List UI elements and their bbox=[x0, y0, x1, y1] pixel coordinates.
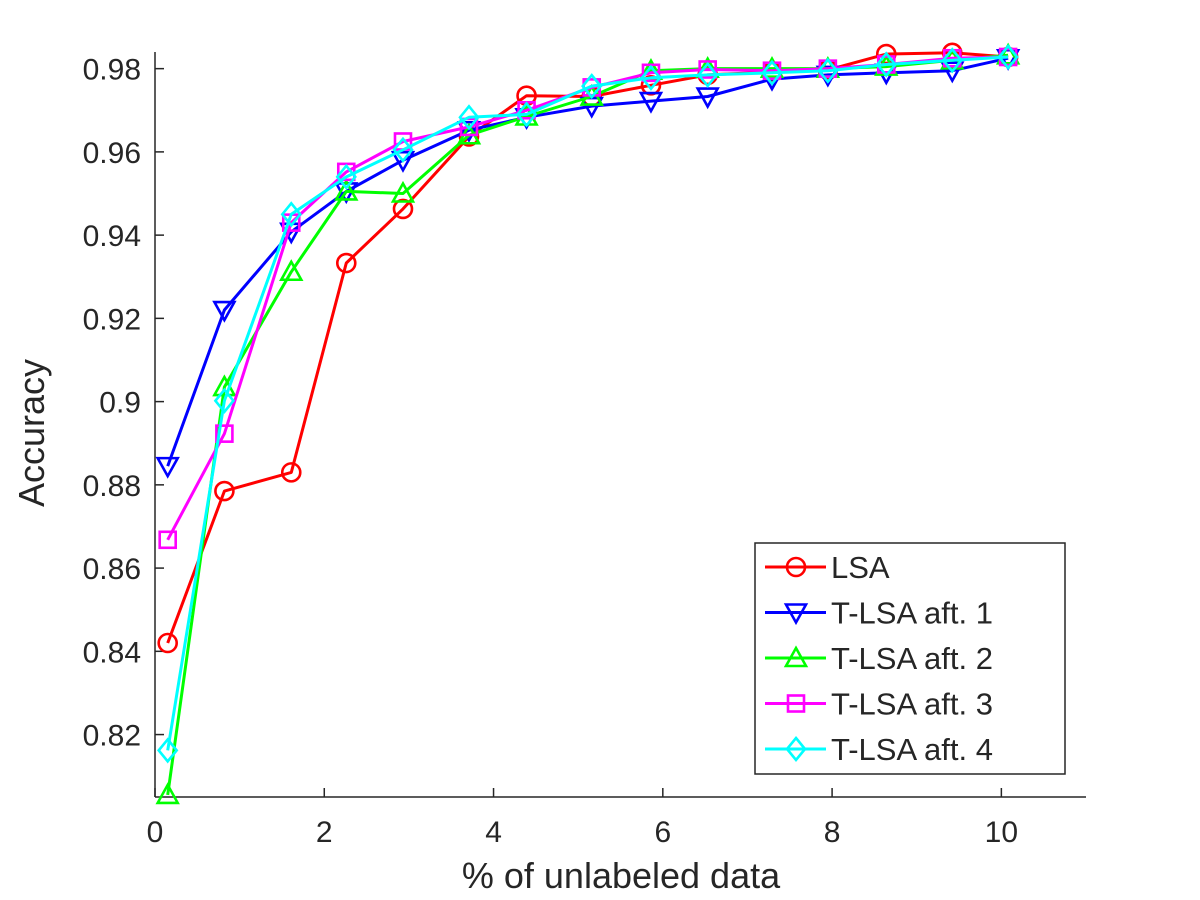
legend-marker bbox=[785, 556, 807, 578]
data-point bbox=[157, 632, 178, 654]
data-point bbox=[695, 87, 720, 110]
data-point bbox=[335, 252, 357, 274]
data-point bbox=[279, 259, 304, 282]
legend-entry: T-LSA aft. 3 bbox=[765, 687, 993, 722]
data-point bbox=[638, 91, 664, 114]
legend-marker bbox=[783, 603, 809, 626]
data-point bbox=[155, 456, 180, 479]
x-tick-label: 2 bbox=[316, 816, 333, 849]
y-tick-label: 0.96 bbox=[83, 137, 141, 170]
y-tick-label: 0.9 bbox=[99, 387, 141, 420]
legend-entry: T-LSA aft. 1 bbox=[765, 596, 993, 631]
y-tick-label: 0.84 bbox=[83, 636, 141, 669]
data-point bbox=[213, 387, 236, 414]
x-axis-title: % of unlabeled data bbox=[462, 855, 781, 896]
data-point bbox=[458, 104, 480, 131]
data-point bbox=[456, 120, 482, 143]
data-point bbox=[334, 178, 359, 201]
x-tick-label: 6 bbox=[654, 816, 671, 849]
y-tick-label: 0.98 bbox=[83, 54, 141, 87]
data-point bbox=[280, 462, 302, 483]
data-point bbox=[515, 101, 538, 128]
data-point bbox=[940, 61, 965, 84]
data-point bbox=[390, 150, 416, 173]
data-point bbox=[158, 530, 177, 550]
data-point bbox=[392, 198, 414, 220]
data-point bbox=[390, 180, 416, 203]
data-point bbox=[214, 480, 235, 502]
legend-marker bbox=[786, 694, 806, 713]
legend: LSA T-LSA aft. 1 T-LSA aft. 2 T-LSA aft. 3 T… bbox=[754, 542, 1066, 775]
data-point bbox=[335, 163, 357, 190]
data-point bbox=[157, 737, 179, 764]
data-point bbox=[155, 782, 180, 805]
legend-entry: LSA bbox=[765, 550, 890, 585]
series-5 bbox=[157, 43, 1019, 764]
y-tick-label: 0.92 bbox=[83, 303, 141, 336]
legend-entry: T-LSA aft. 2 bbox=[765, 641, 993, 676]
legend-label: LSA bbox=[831, 550, 890, 585]
series-line bbox=[166, 55, 1009, 751]
data-point bbox=[696, 61, 719, 88]
data-point bbox=[280, 201, 302, 228]
data-point bbox=[640, 64, 662, 91]
data-point bbox=[997, 43, 1019, 71]
axes: 0 2 4 6 8 10 0.82 0.84 0.86 0.88 0.9 0.92 0.94 0.96 0.… bbox=[83, 52, 1086, 849]
y-tick-label: 0.82 bbox=[83, 720, 141, 753]
data-point bbox=[817, 57, 839, 84]
legend-label: T-LSA aft. 2 bbox=[831, 641, 993, 676]
y-tick-label: 0.94 bbox=[83, 220, 141, 253]
legend-marker bbox=[785, 735, 807, 763]
series-line bbox=[166, 56, 1009, 467]
data-point bbox=[761, 59, 783, 86]
legend-label: T-LSA aft. 3 bbox=[831, 687, 993, 722]
y-axis-title: Accuracy bbox=[11, 359, 52, 507]
y-tick-label: 0.88 bbox=[83, 470, 141, 503]
x-tick-label: 0 bbox=[147, 816, 164, 849]
data-point bbox=[995, 42, 1021, 65]
data-point bbox=[215, 424, 234, 443]
series-layer bbox=[155, 42, 1021, 805]
legend-label: T-LSA aft. 4 bbox=[831, 732, 993, 767]
data-point bbox=[875, 51, 897, 78]
data-point bbox=[941, 47, 963, 74]
x-tick-label: 10 bbox=[985, 816, 1018, 849]
data-point bbox=[581, 73, 603, 100]
legend-marker bbox=[783, 645, 809, 668]
legend-label: T-LSA aft. 1 bbox=[831, 596, 993, 631]
y-tick-label: 0.86 bbox=[83, 553, 141, 586]
x-tick-label: 4 bbox=[485, 816, 502, 849]
data-point bbox=[212, 300, 237, 323]
data-point bbox=[392, 136, 414, 163]
x-tick-label: 8 bbox=[824, 816, 841, 849]
data-point bbox=[698, 60, 717, 79]
legend-entry: T-LSA aft. 4 bbox=[765, 732, 993, 767]
